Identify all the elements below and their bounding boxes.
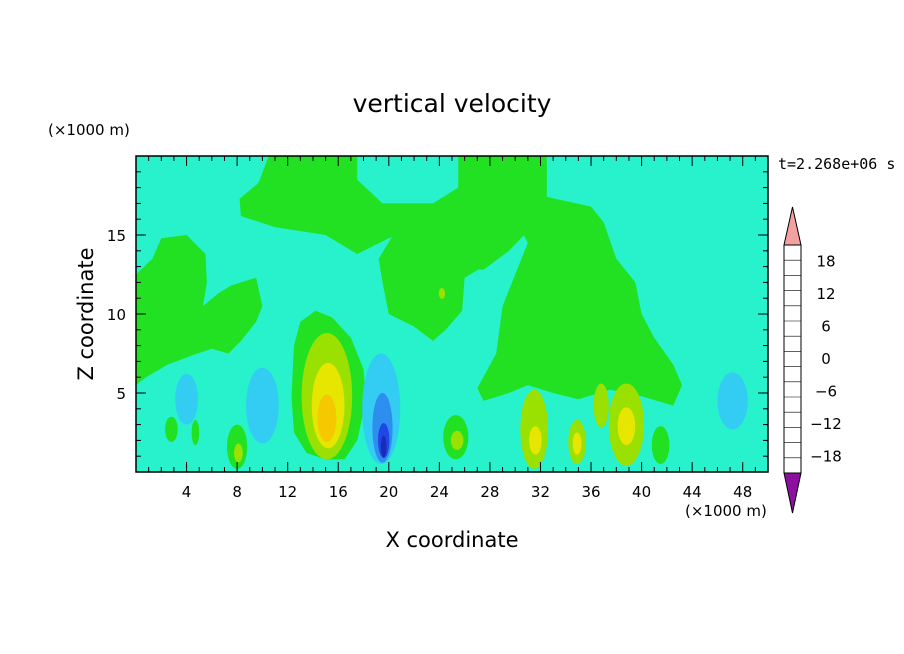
chart-title: vertical velocity [353,89,552,118]
y-axis-label: Z coordinate [74,247,98,380]
contour-cell [529,426,542,455]
colorbar-label: 6 [821,317,831,335]
contour-cell [438,288,446,299]
contour-cell [234,443,243,463]
contour-cell [246,367,279,444]
colorbar-over-arrow [783,206,802,246]
contour-cell [651,426,670,465]
x-tick-label: 44 [683,483,702,501]
contour-cell [165,416,178,442]
colorbar-label: 18 [816,252,835,270]
x-unit-label: (×1000 m) [685,502,767,520]
y-tick-label: 15 [107,227,126,245]
x-tick-label: 8 [232,483,242,501]
x-tick-label: 20 [379,483,398,501]
contour-cell [593,383,609,428]
colorbar-frame [783,244,802,474]
y-tick-label: 5 [116,385,126,403]
contour-cell [572,432,582,455]
contour-region [477,195,682,406]
contour-cell [717,372,748,430]
x-tick-label: 12 [278,483,297,501]
time-label: t=2.268e+06 s [778,155,895,173]
x-tick-label: 48 [733,483,752,501]
y-tick-label: 10 [107,306,126,324]
y-axis: 5 10 15 [107,171,768,457]
y-unit-label: (×1000 m) [48,121,130,139]
contour-cell [191,419,200,446]
contour-region [378,219,497,341]
colorbar-label: −18 [810,448,842,466]
x-tick-label: 4 [182,483,192,501]
colorbar-label: −6 [815,383,837,401]
x-tick-label: 24 [430,483,449,501]
contour-cell [450,430,464,450]
colorbar-label: 0 [821,350,831,368]
x-tick-label: 32 [531,483,550,501]
contour-cell [317,394,337,442]
contour-cell [380,435,387,458]
contour-cell [175,374,199,425]
contour-field [136,156,768,472]
x-axis-label: X coordinate [385,528,518,552]
contour-region [136,235,263,386]
x-axis: 4 8 12 16 20 24 28 32 36 40 44 48 [148,156,756,501]
x-tick-label: 28 [480,483,499,501]
x-tick-label: 40 [632,483,651,501]
colorbar-label: −12 [810,415,842,433]
contour-cell [617,407,636,446]
colorbar-under-arrow [783,472,802,514]
colorbar-label: 12 [816,285,835,303]
x-tick-label: 36 [581,483,600,501]
colorbar: −18 −12 −6 0 6 12 18 [783,206,842,514]
x-tick-label: 16 [329,483,348,501]
